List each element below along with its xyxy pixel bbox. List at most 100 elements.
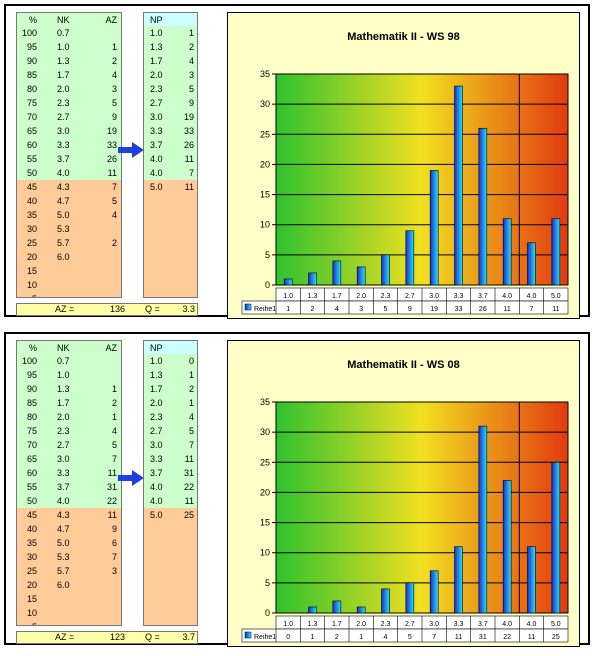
np-row [144, 222, 197, 236]
table-row: 60 3.3 11 [17, 466, 121, 480]
cell-grade: 0.7 [57, 356, 70, 366]
cell-np-count: 5 [188, 84, 194, 94]
cell-count: 6 [111, 538, 117, 548]
cell-percent: 85 [26, 398, 37, 408]
cell-np: 2.0 [150, 70, 163, 80]
data-label: 7 [530, 306, 534, 313]
cell-percent: 15 [26, 594, 37, 604]
cell-grade: 1.0 [57, 42, 70, 52]
summary-bar: AZ = 136 Q = 3.3 [16, 303, 198, 316]
cell-percent: 65 [26, 454, 37, 464]
bar [356, 266, 366, 286]
cell-np: 3.7 [150, 468, 163, 478]
legend-label: Reihe1 [254, 634, 276, 641]
bar [527, 546, 536, 614]
cell-grade: 1.7 [57, 398, 70, 408]
x-tick-label: 4.0 [502, 621, 512, 628]
bar [308, 272, 317, 286]
table-row: 90 1.3 2 [17, 54, 121, 68]
data-label: 5 [408, 634, 412, 641]
table-row: 70 2.7 5 [17, 438, 121, 452]
header-nk: NK [57, 15, 70, 25]
cell-count: 7 [111, 454, 117, 464]
y-tick-label: 10 [260, 548, 270, 558]
cell-percent: 25 [26, 238, 37, 248]
np-row: 2.0 1 [144, 396, 197, 410]
table-row: 50 4.0 11 [17, 166, 121, 180]
cell-percent: 80 [26, 412, 37, 422]
cell-count: 1 [111, 412, 117, 422]
x-tick-label: 3.0 [429, 621, 439, 628]
np-row: 2.7 5 [144, 424, 197, 438]
cell-percent: 75 [26, 426, 37, 436]
cell-percent: 70 [26, 440, 37, 450]
np-row: 3.3 33 [144, 124, 197, 138]
cell-grade: 2.3 [57, 426, 70, 436]
cell-grade: 5.7 [57, 566, 70, 576]
x-tick-label: 1.0 [283, 621, 293, 628]
data-label: 4 [384, 634, 388, 641]
table-row: 90 1.3 1 [17, 382, 121, 396]
cell-count: 5 [111, 98, 117, 108]
cell-percent: 20 [26, 580, 37, 590]
data-label: 9 [408, 306, 412, 313]
cell-np-count: 2 [188, 42, 194, 52]
cell-np: 2.3 [150, 84, 163, 94]
bar [429, 570, 439, 614]
data-label: 4 [335, 306, 339, 313]
data-label: 33 [455, 306, 463, 313]
q-value: 3.3 [182, 304, 195, 314]
cell-percent: 15 [26, 266, 37, 276]
cell-np: 1.7 [150, 56, 163, 66]
cell-count: 9 [111, 112, 117, 122]
np-row [144, 264, 197, 278]
np-row: 2.3 4 [144, 410, 197, 424]
x-tick-label: 2.3 [381, 621, 391, 628]
bar [283, 278, 293, 286]
cell-percent: 100 [21, 28, 37, 38]
cell-grade: 2.7 [57, 112, 70, 122]
x-tick-label: 4.0 [527, 293, 537, 300]
cell-percent: 45 [26, 510, 37, 520]
y-tick-label: 0 [265, 280, 270, 290]
cell-percent: 90 [26, 384, 37, 394]
cell-np-count: 4 [188, 412, 194, 422]
cell-np: 1.0 [150, 356, 163, 366]
cell-percent: 60 [26, 468, 37, 478]
bar [405, 582, 415, 614]
np-row [144, 620, 197, 625]
np-row: 1.7 4 [144, 54, 197, 68]
cell-count: 11 [107, 468, 117, 478]
table-row: 20 6.0 [17, 578, 121, 592]
data-label: 19 [430, 306, 438, 313]
x-tick-label: 1.3 [308, 293, 318, 300]
cell-np-count: 1 [188, 28, 194, 38]
y-tick-label: 15 [260, 190, 270, 200]
cell-count: 7 [111, 552, 117, 562]
cell-np: 4.0 [150, 168, 163, 178]
cell-grade: 5.0 [57, 210, 70, 220]
q-label: Q = [145, 304, 160, 314]
np-row: 3.0 19 [144, 110, 197, 124]
x-tick-label: 1.7 [332, 293, 342, 300]
bar [332, 600, 342, 614]
bar [356, 606, 366, 614]
cell-grade: 6.0 [57, 252, 70, 262]
bar [502, 218, 512, 286]
cell-np-count: 31 [183, 468, 194, 478]
cell-np-count: 26 [183, 140, 194, 150]
cell-percent: 95 [26, 42, 37, 52]
cell-count: 5 [111, 196, 117, 206]
cell-np: 3.0 [150, 112, 163, 122]
cell-percent: 10 [26, 280, 37, 290]
legend-square-icon [244, 631, 252, 639]
data-label: 11 [552, 306, 559, 313]
np-row: 1.7 2 [144, 382, 197, 396]
table-row: 50 4.0 22 [17, 494, 121, 508]
table-row: 15 [17, 264, 121, 278]
bar [551, 218, 561, 286]
table-row: 80 2.0 1 [17, 410, 121, 424]
cell-grade: 3.7 [57, 482, 70, 492]
bar [429, 170, 439, 286]
bar [381, 588, 390, 614]
